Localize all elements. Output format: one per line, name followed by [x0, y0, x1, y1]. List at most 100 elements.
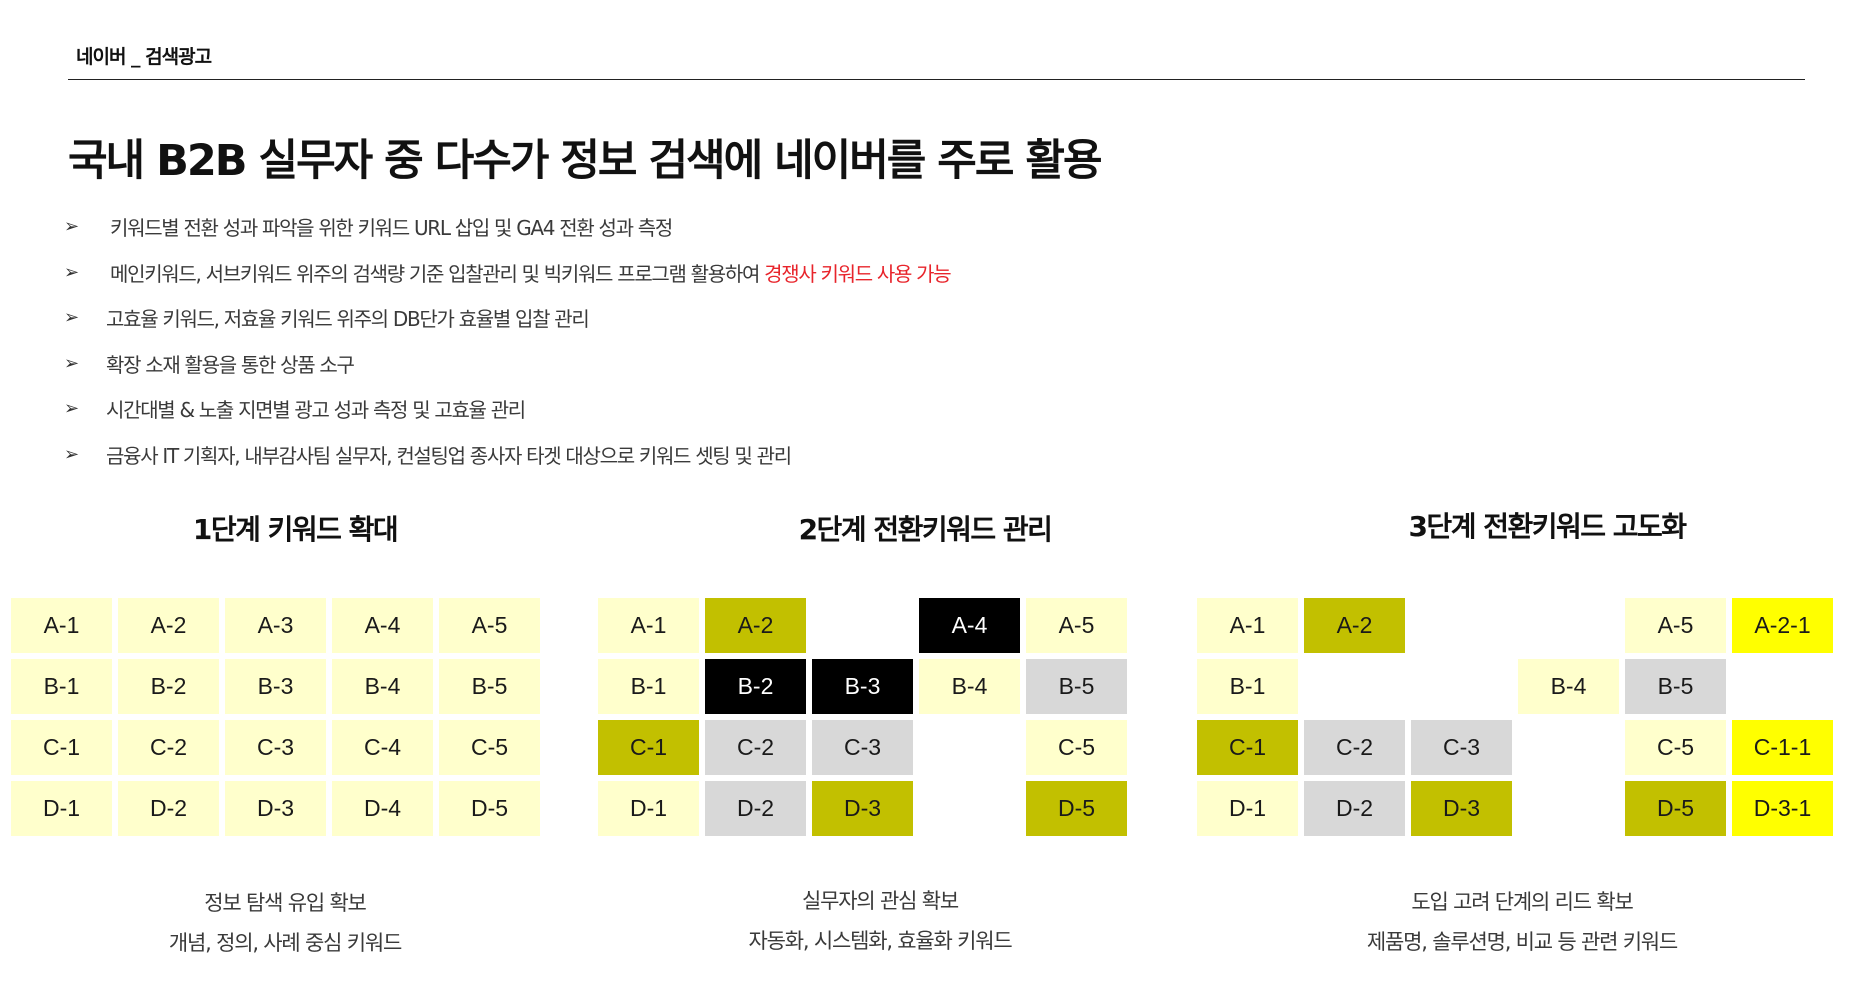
empty-cell: [1518, 598, 1619, 653]
keyword-cell: B-2: [705, 659, 806, 714]
keyword-cell: A-2-1: [1732, 598, 1833, 653]
keyword-cell: D-2: [1304, 781, 1405, 836]
keyword-cell: C-2: [705, 720, 806, 775]
keyword-cell: C-2: [118, 720, 219, 775]
arrow-bullet-icon: ➢: [64, 352, 79, 374]
keyword-cell: C-5: [1625, 720, 1726, 775]
keyword-cell: D-3: [225, 781, 326, 836]
header-divider: [68, 79, 1805, 80]
empty-cell: [1732, 659, 1833, 714]
keyword-cell: C-1: [598, 720, 699, 775]
keyword-cell: C-3: [1411, 720, 1512, 775]
page-title: 국내 B2B 실무자 중 다수가 정보 검색에 네이버를 주로 활용: [68, 136, 1103, 186]
keyword-cell: D-3-1: [1732, 781, 1833, 836]
bullet-text: 메인키워드, 서브키워드 위주의 검색량 기준 입찰관리 및 빅키워드 프로그램…: [106, 258, 952, 287]
stage-3-keyword-grid: A-1 A-2 A-5 A-2-1 B-1 B-4 B-5 C-1 C-2 C-3 C-5 C-1-1…: [1197, 598, 1837, 836]
bullet-highlight: 경쟁사 키워드 사용 가능: [764, 261, 951, 286]
keyword-cell: A-2: [705, 598, 806, 653]
bullet-text: 확장 소재 활용을 통한 상품 소구: [106, 352, 355, 377]
keyword-cell: D-1: [598, 781, 699, 836]
arrow-bullet-icon: ➢: [64, 307, 79, 329]
stage-2-keyword-grid: A-1 A-2 A-4 A-5 B-1 B-2 B-3 B-4 B-5 C-1 C-2 C-3 C-5 D…: [598, 598, 1133, 836]
arrow-bullet-icon: ➢: [64, 261, 79, 283]
keyword-cell: C-1: [1197, 720, 1298, 775]
keyword-cell: D-1: [11, 781, 112, 836]
stage-3-title: 3단계 전환키워드 고도화: [1408, 510, 1687, 543]
bullet-item: ➢ 확장 소재 활용을 통한 상품 소구: [64, 341, 950, 387]
bullet-list: ➢ 키워드별 전환 성과 파악을 위한 키워드 URL 삽입 및 GA4 전환 …: [64, 204, 952, 478]
keyword-cell: C-1: [11, 720, 112, 775]
bullet-item: ➢ 시간대별 & 노출 지면별 광고 성과 측정 및 고효율 관리: [64, 386, 950, 432]
empty-cell: [1518, 720, 1619, 775]
keyword-cell: A-3: [225, 598, 326, 653]
stage-1-keyword-grid: A-1 A-2 A-3 A-4 A-5 B-1 B-2 B-3 B-4 B-5 C-1 C-2 C-3 C…: [11, 598, 546, 836]
keyword-cell: D-2: [118, 781, 219, 836]
stage-1-caption-line-2: 개념, 정의, 사례 중심 키워드: [168, 931, 402, 955]
bullet-text: 고효율 키워드, 저효율 키워드 위주의 DB단가 효율별 입찰 관리: [106, 307, 590, 332]
bullet-item: ➢ 키워드별 전환 성과 파악을 위한 키워드 URL 삽입 및 GA4 전환 …: [64, 204, 950, 250]
keyword-cell: A-1: [1197, 598, 1298, 653]
bullet-item: ➢ 금융사 IT 기획자, 내부감사팀 실무자, 컨설팅업 종사자 타겟 대상으…: [64, 432, 950, 478]
keyword-cell: C-3: [225, 720, 326, 775]
empty-cell: [812, 598, 913, 653]
arrow-bullet-icon: ➢: [64, 216, 79, 238]
stage-1-title: 1단계 키워드 확대: [192, 513, 399, 546]
stage-2-caption-line-1: 실무자의 관심 확보: [802, 889, 959, 913]
keyword-cell: C-2: [1304, 720, 1405, 775]
keyword-cell: A-1: [598, 598, 699, 653]
keyword-cell: B-5: [1026, 659, 1127, 714]
keyword-cell: B-5: [439, 659, 540, 714]
header-label: 네이버 _ 검색광고: [76, 46, 212, 68]
empty-cell: [1411, 598, 1512, 653]
bullet-item: ➢ 메인키워드, 서브키워드 위주의 검색량 기준 입찰관리 및 빅키워드 프로…: [64, 250, 952, 296]
keyword-cell: C-5: [1026, 720, 1127, 775]
keyword-cell: B-4: [919, 659, 1020, 714]
keyword-cell: B-4: [1518, 659, 1619, 714]
bullet-text-main: 메인키워드, 서브키워드 위주의 검색량 기준 입찰관리 및 빅키워드 프로그램…: [110, 261, 765, 286]
bullet-text: 시간대별 & 노출 지면별 광고 성과 측정 및 고효율 관리: [106, 398, 526, 423]
keyword-cell: B-1: [1197, 659, 1298, 714]
keyword-cell: A-2: [1304, 598, 1405, 653]
keyword-cell: D-5: [1625, 781, 1726, 836]
keyword-cell: A-4: [332, 598, 433, 653]
keyword-cell: A-4: [919, 598, 1020, 653]
empty-cell: [919, 781, 1020, 836]
keyword-cell: B-3: [225, 659, 326, 714]
stage-2-title: 2단계 전환키워드 관리: [798, 513, 1053, 546]
keyword-cell: D-1: [1197, 781, 1298, 836]
empty-cell: [1411, 659, 1512, 714]
keyword-cell: B-1: [598, 659, 699, 714]
keyword-cell: D-5: [439, 781, 540, 836]
keyword-cell: D-3: [1411, 781, 1512, 836]
keyword-cell: C-1-1: [1732, 720, 1833, 775]
keyword-cell: D-3: [812, 781, 913, 836]
keyword-cell: A-5: [439, 598, 540, 653]
keyword-cell: B-3: [812, 659, 913, 714]
keyword-cell: C-5: [439, 720, 540, 775]
keyword-cell: C-4: [332, 720, 433, 775]
bullet-text: 키워드별 전환 성과 파악을 위한 키워드 URL 삽입 및 GA4 전환 성과…: [110, 216, 673, 241]
empty-cell: [1304, 659, 1405, 714]
keyword-cell: D-2: [705, 781, 806, 836]
keyword-cell: B-2: [118, 659, 219, 714]
keyword-cell: B-4: [332, 659, 433, 714]
keyword-cell: B-5: [1625, 659, 1726, 714]
empty-cell: [1518, 781, 1619, 836]
arrow-bullet-icon: ➢: [64, 443, 79, 465]
arrow-bullet-icon: ➢: [64, 398, 79, 420]
keyword-cell: C-3: [812, 720, 913, 775]
keyword-cell: A-5: [1026, 598, 1127, 653]
stage-3-caption-line-1: 도입 고려 단계의 리드 확보: [1411, 890, 1633, 914]
keyword-cell: D-5: [1026, 781, 1127, 836]
keyword-cell: B-1: [11, 659, 112, 714]
keyword-cell: A-5: [1625, 598, 1726, 653]
keyword-cell: D-4: [332, 781, 433, 836]
bullet-text: 금융사 IT 기획자, 내부감사팀 실무자, 컨설팅업 종사자 타겟 대상으로 …: [106, 443, 792, 468]
keyword-cell: A-2: [118, 598, 219, 653]
bullet-item: ➢ 고효율 키워드, 저효율 키워드 위주의 DB단가 효율별 입찰 관리: [64, 295, 950, 341]
empty-cell: [919, 720, 1020, 775]
stage-3-caption-line-2: 제품명, 솔루션명, 비교 등 관련 키워드: [1366, 930, 1678, 954]
keyword-cell: A-1: [11, 598, 112, 653]
stage-2-caption-line-2: 자동화, 시스템화, 효율화 키워드: [748, 929, 1013, 953]
stage-1-caption-line-1: 정보 탐색 유입 확보: [204, 891, 367, 915]
